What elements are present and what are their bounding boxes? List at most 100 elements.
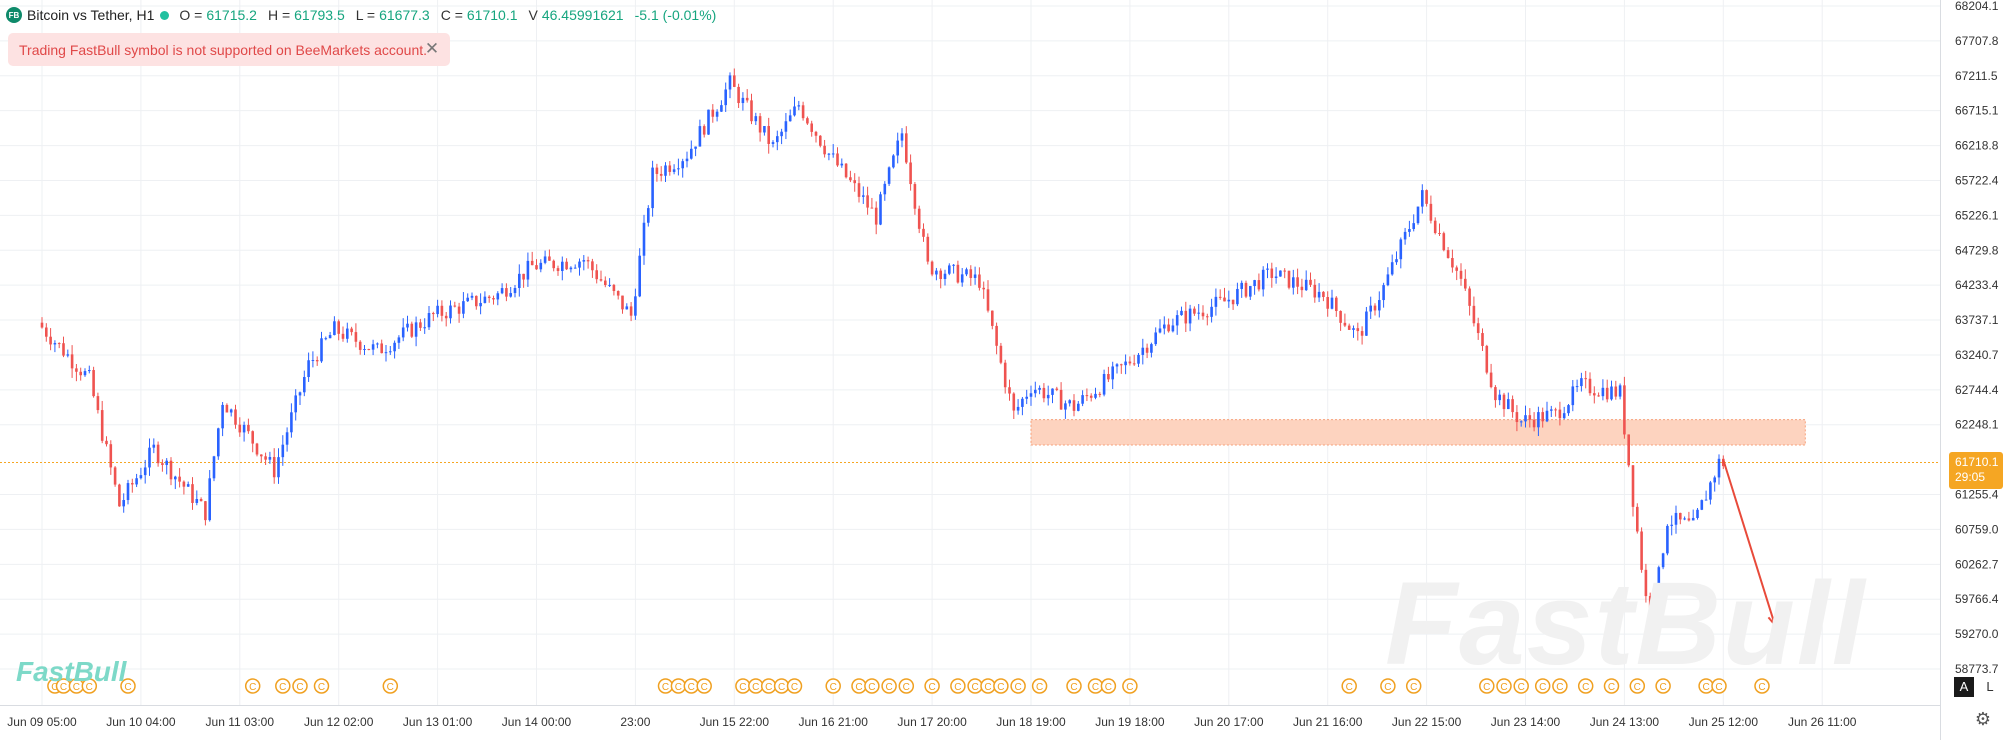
forecast-arrow-head xyxy=(1767,614,1777,628)
event-marker-icon[interactable] xyxy=(1122,678,1138,694)
event-marker-icon[interactable] xyxy=(244,678,261,694)
low-label: L = xyxy=(355,7,376,23)
event-marker-icon[interactable] xyxy=(275,678,291,694)
event-marker-glyph: C xyxy=(954,682,961,693)
candle-body xyxy=(801,105,805,119)
candle-body xyxy=(1266,268,1269,270)
candle-body xyxy=(419,322,422,328)
candle-body xyxy=(440,305,444,316)
candle-body xyxy=(1627,434,1630,466)
event-marker-icon[interactable] xyxy=(1341,678,1357,694)
event-marker-glyph: C xyxy=(73,682,80,693)
candle-body xyxy=(496,293,500,300)
event-marker-glyph: C xyxy=(1105,682,1112,693)
symbol-title[interactable]: Bitcoin vs Tether, H1 xyxy=(27,7,155,23)
candle-body xyxy=(556,268,560,272)
candle-body xyxy=(1519,421,1523,423)
event-marker-icon[interactable] xyxy=(898,678,915,694)
close-icon[interactable]: ✕ xyxy=(424,39,440,58)
event-marker-icon[interactable] xyxy=(1066,678,1082,694)
candle-body xyxy=(1683,518,1686,520)
gear-icon[interactable]: ⚙ xyxy=(1974,709,1992,729)
event-marker-glyph: C xyxy=(1659,682,1666,693)
candle-body xyxy=(1674,512,1678,525)
forecast-arrow-line[interactable] xyxy=(1722,459,1776,626)
candle-body xyxy=(1107,373,1110,380)
event-marker-icon[interactable] xyxy=(881,678,897,694)
event-marker-glyph: C xyxy=(249,682,256,693)
candle-body xyxy=(526,260,530,280)
candle-body xyxy=(1128,361,1132,364)
candle-body xyxy=(96,396,100,411)
event-marker-icon[interactable] xyxy=(1405,678,1422,694)
candle-body xyxy=(745,97,749,101)
candle-body xyxy=(1657,567,1661,612)
candle-body xyxy=(1051,388,1054,395)
candle-body xyxy=(634,296,637,316)
candle-body xyxy=(767,126,770,144)
candle-body xyxy=(1236,288,1239,305)
candle-body xyxy=(462,301,465,314)
event-marker-icon[interactable] xyxy=(1010,678,1026,694)
candle-body xyxy=(655,167,659,174)
event-marker-icon[interactable] xyxy=(1534,678,1551,694)
candle-body xyxy=(83,371,87,376)
event-marker-icon[interactable] xyxy=(1629,678,1646,694)
event-marker-icon[interactable] xyxy=(1513,678,1529,694)
event-marker-icon[interactable] xyxy=(864,678,880,694)
candle-body xyxy=(1502,394,1506,410)
candle-body xyxy=(290,412,293,433)
event-marker-icon[interactable] xyxy=(696,678,712,694)
event-marker-icon[interactable] xyxy=(1479,678,1495,694)
candle-body xyxy=(530,260,534,266)
candle-body xyxy=(1360,331,1364,336)
event-marker-icon[interactable] xyxy=(1577,678,1594,694)
candle-body xyxy=(1064,403,1067,410)
candle-body xyxy=(298,392,302,396)
candle-body xyxy=(1485,345,1489,373)
event-marker-icon[interactable] xyxy=(786,678,803,694)
event-marker-icon[interactable] xyxy=(1100,678,1117,694)
event-marker-icon[interactable] xyxy=(1496,678,1512,694)
auto-scale-button[interactable]: A xyxy=(1954,677,1974,697)
change-value: -5.1 (-0.01%) xyxy=(634,7,717,23)
event-marker-glyph: C xyxy=(984,682,991,693)
event-marker-icon[interactable] xyxy=(382,678,399,694)
log-scale-button[interactable]: L xyxy=(1986,679,1994,694)
event-marker-icon[interactable] xyxy=(1603,678,1620,694)
candle-body xyxy=(956,264,960,283)
candle-body xyxy=(1648,596,1652,640)
event-marker-icon[interactable] xyxy=(313,678,330,694)
support-zone[interactable] xyxy=(1030,419,1806,446)
event-marker-icon[interactable] xyxy=(1031,678,1048,694)
candle-body xyxy=(930,261,934,275)
event-marker-icon[interactable] xyxy=(1711,678,1727,694)
event-marker-icon[interactable] xyxy=(1380,678,1396,694)
candle-body xyxy=(1343,322,1347,326)
event-marker-icon[interactable] xyxy=(120,678,136,694)
candle-body xyxy=(1605,387,1609,400)
candle-body xyxy=(518,273,521,289)
event-marker-glyph: C xyxy=(318,682,325,693)
candle-body xyxy=(195,499,199,503)
event-marker-icon[interactable] xyxy=(950,678,966,694)
candle-body xyxy=(806,118,809,124)
candle-body xyxy=(819,135,822,146)
candle-body xyxy=(113,467,117,485)
event-marker-icon[interactable] xyxy=(825,678,841,694)
candle-body xyxy=(771,142,775,144)
event-marker-icon[interactable] xyxy=(1552,678,1568,694)
candle-body xyxy=(1025,396,1028,399)
event-marker-icon[interactable] xyxy=(1754,678,1770,694)
event-marker-icon[interactable] xyxy=(1655,678,1671,694)
candle-body xyxy=(1476,323,1480,334)
event-marker-icon[interactable] xyxy=(292,678,308,694)
candle-body xyxy=(1188,308,1192,324)
event-marker-icon[interactable] xyxy=(993,678,1009,694)
open-label: O = xyxy=(179,7,203,23)
x-tick-label: Jun 23 14:00 xyxy=(1491,715,1561,729)
event-marker-icon[interactable] xyxy=(924,678,940,694)
event-marker-icon[interactable] xyxy=(81,678,98,694)
candle-body xyxy=(917,208,921,229)
